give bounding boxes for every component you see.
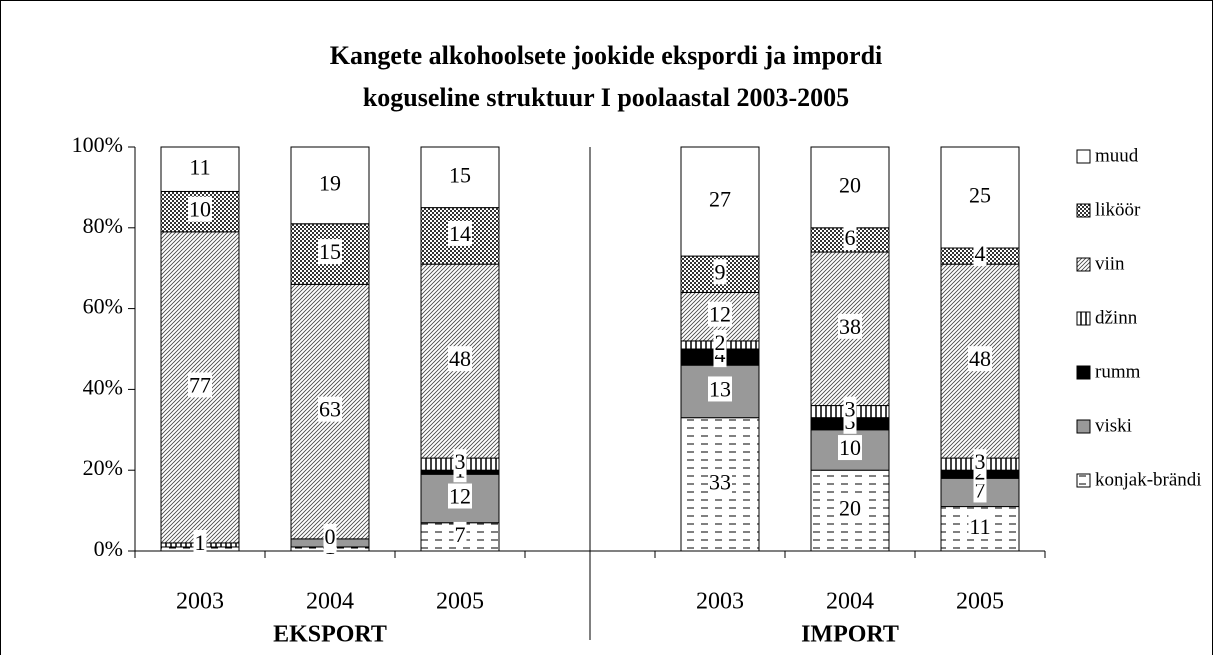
data-label-bg bbox=[188, 154, 212, 180]
data-label: 12 bbox=[709, 302, 731, 327]
data-label-bg bbox=[708, 186, 732, 212]
data-label-bg bbox=[448, 220, 472, 246]
legend-label: konjak-brändi bbox=[1095, 469, 1202, 490]
group-label: IMPORT bbox=[801, 622, 899, 648]
x-tick-label: 2004 bbox=[306, 589, 354, 615]
legend-swatch bbox=[1076, 365, 1091, 380]
data-label: 3 bbox=[455, 449, 466, 474]
data-label-bg bbox=[708, 301, 732, 327]
data-label: 27 bbox=[709, 187, 731, 212]
legend-swatch bbox=[1076, 419, 1091, 434]
chart-title: Kangete alkohoolsete jookide ekspordi ja… bbox=[330, 41, 883, 70]
data-label-bg bbox=[708, 469, 732, 495]
data-label: 19 bbox=[319, 170, 341, 195]
data-label-bg bbox=[318, 239, 342, 265]
data-label: 63 bbox=[319, 397, 341, 422]
data-label: 20 bbox=[839, 172, 861, 197]
y-tick-label: 100% bbox=[72, 132, 123, 157]
data-label: 7 bbox=[975, 477, 986, 502]
data-label-bg bbox=[843, 224, 857, 250]
data-label-bg bbox=[453, 449, 467, 475]
x-tick-label: 2003 bbox=[176, 589, 224, 615]
data-label: 10 bbox=[839, 435, 861, 460]
data-label: 3 bbox=[975, 449, 986, 474]
data-label: 12 bbox=[449, 484, 471, 509]
bar-segment bbox=[810, 469, 890, 552]
legend-swatch bbox=[1076, 257, 1091, 272]
data-label-bg bbox=[838, 172, 862, 198]
legend-label: viski bbox=[1095, 415, 1132, 436]
data-label: 13 bbox=[709, 376, 731, 401]
y-tick-label: 0% bbox=[94, 536, 123, 561]
data-label: 15 bbox=[319, 239, 341, 264]
data-label: 6 bbox=[845, 225, 856, 250]
data-label: 20 bbox=[839, 496, 861, 521]
legend-swatch bbox=[1076, 203, 1091, 218]
data-label: 9 bbox=[715, 259, 726, 284]
data-label-bg bbox=[973, 449, 987, 475]
data-label: 25 bbox=[969, 183, 991, 208]
legend-label: liköör bbox=[1095, 199, 1141, 220]
legend-swatch bbox=[1076, 311, 1091, 326]
x-tick-label: 2003 bbox=[696, 589, 744, 615]
data-label-bg bbox=[843, 396, 857, 422]
y-tick-label: 20% bbox=[83, 455, 123, 480]
data-label: 11 bbox=[969, 514, 990, 539]
data-label: 11 bbox=[189, 154, 210, 179]
data-label: 77 bbox=[189, 372, 211, 397]
data-label: 4 bbox=[975, 241, 986, 266]
data-label: 15 bbox=[449, 162, 471, 187]
data-label: 0 bbox=[325, 524, 336, 549]
data-label-bg bbox=[973, 241, 987, 267]
data-label: 10 bbox=[189, 197, 211, 222]
x-tick-label: 2004 bbox=[826, 589, 874, 615]
group-label: EKSPORT bbox=[273, 622, 387, 648]
legend-swatch bbox=[1076, 149, 1091, 164]
data-label: 48 bbox=[449, 346, 471, 371]
data-label: 2 bbox=[715, 330, 726, 355]
x-tick-label: 2005 bbox=[436, 589, 484, 615]
data-label: 3 bbox=[845, 397, 856, 422]
data-label-bg bbox=[838, 495, 862, 521]
data-label-bg bbox=[713, 259, 727, 285]
data-label: 33 bbox=[709, 469, 731, 494]
data-label-bg bbox=[838, 313, 862, 339]
data-label-bg bbox=[318, 396, 342, 422]
data-label-bg bbox=[838, 435, 862, 461]
data-label-bg bbox=[188, 372, 212, 398]
x-tick-label: 2005 bbox=[956, 589, 1004, 615]
data-label: 7 bbox=[455, 522, 466, 547]
y-tick-label: 80% bbox=[83, 213, 123, 238]
data-label-bg bbox=[318, 170, 342, 196]
data-label-bg bbox=[448, 483, 472, 509]
data-label-bg bbox=[193, 529, 207, 555]
data-label: 48 bbox=[969, 346, 991, 371]
legend-label: rumm bbox=[1095, 361, 1141, 382]
data-label: 14 bbox=[449, 221, 471, 246]
data-label-bg bbox=[453, 521, 467, 547]
data-label: 1 bbox=[195, 530, 206, 555]
data-label-bg bbox=[323, 523, 337, 549]
chart-title: koguseline struktuur I poolaastal 2003-2… bbox=[363, 83, 849, 112]
legend-label: muud bbox=[1095, 145, 1139, 166]
data-label-bg bbox=[968, 182, 992, 208]
data-label-bg bbox=[713, 330, 727, 356]
data-label-bg bbox=[968, 513, 992, 539]
data-label-bg bbox=[968, 346, 992, 372]
legend-label: viin bbox=[1095, 253, 1125, 274]
legend-label: džinn bbox=[1095, 307, 1138, 328]
data-label-bg bbox=[448, 346, 472, 372]
data-label-bg bbox=[188, 196, 212, 222]
data-label: 38 bbox=[839, 314, 861, 339]
y-tick-label: 60% bbox=[83, 294, 123, 319]
data-label-bg bbox=[708, 376, 732, 402]
legend-swatch bbox=[1076, 473, 1091, 488]
data-label-bg bbox=[448, 162, 472, 188]
y-tick-label: 40% bbox=[83, 374, 123, 399]
